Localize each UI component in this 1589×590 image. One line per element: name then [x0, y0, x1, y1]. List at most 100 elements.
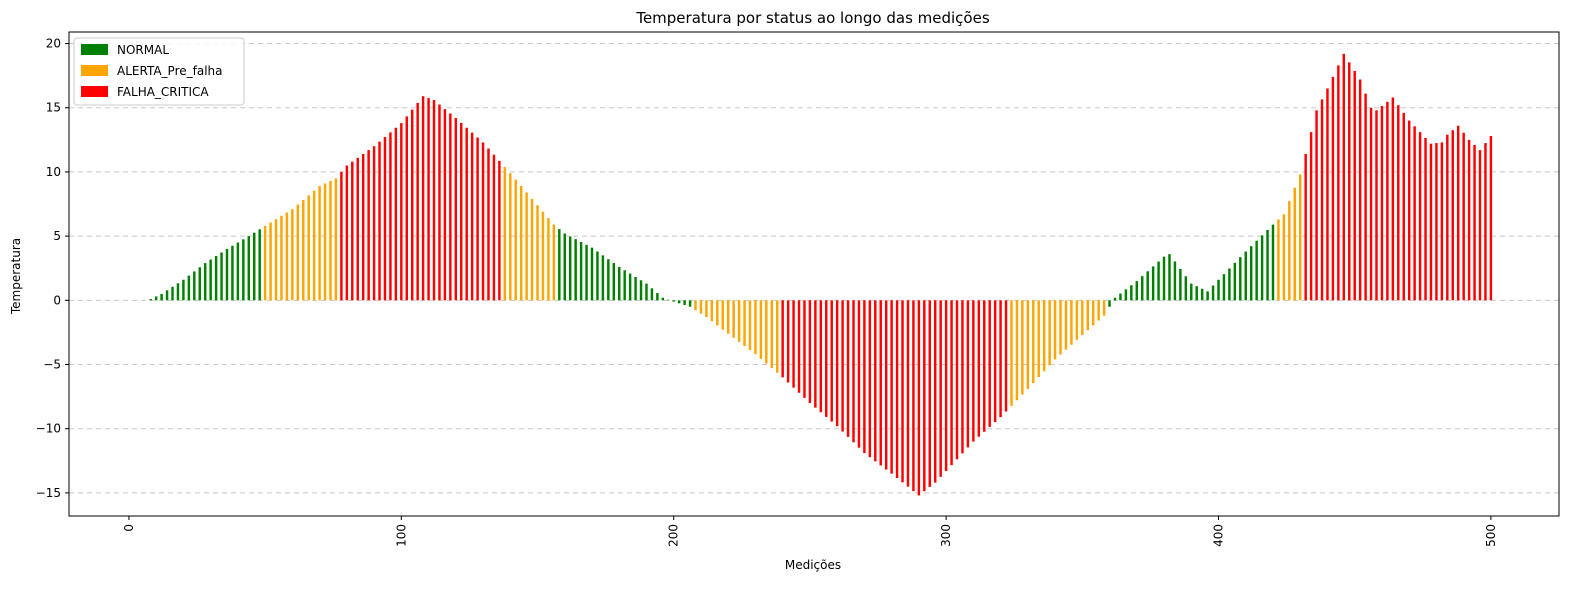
- bar: [1342, 53, 1346, 301]
- bar: [710, 300, 714, 322]
- bar: [1391, 97, 1395, 301]
- bar: [743, 300, 746, 347]
- y-tick-label: 20: [46, 37, 61, 51]
- bar: [1380, 106, 1384, 301]
- bar: [1015, 300, 1019, 401]
- bar: [699, 300, 703, 314]
- bar: [1059, 300, 1062, 355]
- bar: [884, 300, 888, 470]
- x-tick-label: 200: [667, 524, 681, 547]
- bar: [797, 300, 801, 393]
- bar: [1386, 101, 1389, 301]
- bar: [1021, 300, 1024, 395]
- bar: [585, 244, 588, 301]
- bar: [231, 245, 234, 301]
- bar: [1298, 174, 1302, 301]
- bar: [656, 293, 659, 301]
- bar: [1397, 105, 1400, 301]
- bar: [759, 300, 763, 359]
- bar: [857, 300, 861, 448]
- bar: [933, 300, 937, 483]
- bar: [361, 153, 365, 301]
- bar: [405, 116, 408, 301]
- bar: [307, 195, 310, 301]
- bar: [1413, 126, 1416, 301]
- bar: [1375, 110, 1378, 301]
- bar: [868, 300, 872, 458]
- bar: [1211, 285, 1215, 301]
- bar: [1337, 65, 1340, 301]
- bar: [716, 300, 719, 326]
- bar: [835, 300, 839, 427]
- bar: [1473, 144, 1476, 301]
- bar: [601, 255, 605, 301]
- bar: [1086, 300, 1089, 331]
- bar: [1484, 143, 1487, 301]
- bar: [1402, 112, 1405, 301]
- bar: [966, 300, 970, 448]
- x-tick-label: 300: [939, 524, 953, 547]
- bar: [906, 300, 910, 487]
- bar: [1277, 219, 1280, 301]
- bar: [786, 300, 790, 383]
- bar: [983, 300, 986, 432]
- bar: [525, 192, 528, 301]
- bar: [372, 146, 376, 301]
- bar: [955, 300, 959, 460]
- bar: [1271, 224, 1275, 301]
- bar: [754, 300, 757, 355]
- bar: [203, 263, 207, 301]
- legend: NORMAL ALERTA_Pre_falha FALHA_CRITICA: [73, 37, 245, 106]
- bar: [334, 178, 338, 301]
- bar: [383, 137, 387, 301]
- bar: [351, 161, 354, 301]
- bar: [819, 300, 823, 413]
- y-tick-label: −15: [36, 486, 61, 500]
- bar: [547, 218, 550, 301]
- bar: [356, 157, 359, 301]
- bar: [781, 300, 784, 378]
- bar: [1331, 76, 1335, 301]
- bar: [345, 165, 349, 301]
- bar: [950, 300, 953, 466]
- bar: [432, 100, 436, 301]
- bar: [939, 300, 942, 477]
- bar: [318, 186, 321, 301]
- bar: [154, 296, 158, 301]
- bar: [503, 167, 507, 301]
- bar: [667, 299, 670, 301]
- bar: [1102, 300, 1106, 316]
- bar: [792, 300, 795, 388]
- bar: [1364, 93, 1367, 301]
- bar: [1282, 214, 1286, 301]
- bar: [895, 300, 899, 478]
- bar: [1348, 62, 1351, 301]
- bar: [612, 263, 616, 301]
- bar: [672, 300, 675, 302]
- bar: [329, 180, 332, 301]
- bar: [579, 242, 583, 301]
- bar: [1184, 276, 1188, 301]
- bar: [961, 300, 964, 454]
- bar: [285, 212, 289, 301]
- bar: [1108, 300, 1111, 307]
- bar: [688, 300, 692, 307]
- legend-items: NORMAL ALERTA_Pre_falha FALHA_CRITICA: [81, 43, 223, 99]
- x-axis-ticks: 0 100 200 300 400 500: [122, 516, 1498, 547]
- bar: [590, 247, 594, 301]
- bar: [1304, 153, 1307, 301]
- bar: [1462, 132, 1465, 301]
- bar: [694, 300, 697, 311]
- bar: [1424, 137, 1427, 301]
- bar: [449, 113, 452, 301]
- bar: [901, 300, 904, 483]
- bar: [1010, 300, 1013, 406]
- bar: [846, 300, 850, 437]
- bar: [776, 300, 779, 373]
- legend-box: [73, 37, 245, 106]
- bar: [944, 300, 948, 472]
- bar: [291, 209, 294, 301]
- bar: [367, 150, 370, 301]
- x-tick-label: 400: [1212, 524, 1226, 547]
- bar: [1228, 268, 1231, 301]
